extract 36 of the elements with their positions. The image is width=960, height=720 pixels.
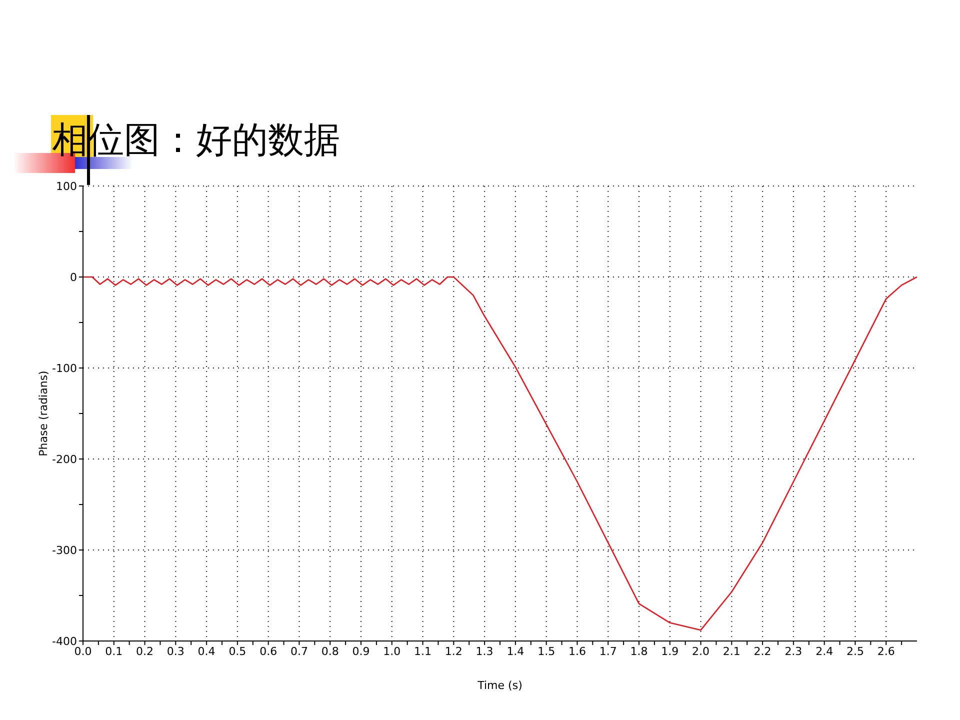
x-tick-label: 1.9 xyxy=(661,644,679,658)
x-tick-label: 1.8 xyxy=(630,644,648,658)
y-tick-label: -200 xyxy=(52,452,77,466)
x-tick-label: 1.0 xyxy=(383,644,401,658)
x-tick-label: 0.9 xyxy=(352,644,370,658)
x-axis-title: Time (s) xyxy=(476,679,522,692)
x-tick-label: 1.1 xyxy=(414,644,432,658)
x-tick-label: 2.6 xyxy=(877,644,895,658)
x-tick-label: 2.5 xyxy=(846,644,864,658)
x-tick-label: 2.1 xyxy=(722,644,740,658)
x-tick-label: 0.6 xyxy=(260,644,278,658)
x-tick-label: 2.2 xyxy=(754,644,772,658)
y-axis-title: Phase (radians) xyxy=(36,370,50,456)
x-tick-label: 2.3 xyxy=(784,644,802,658)
x-tick-label: 0.2 xyxy=(136,644,154,658)
x-tick-label: 0.5 xyxy=(228,644,246,658)
x-tick-label: 0.1 xyxy=(105,644,123,658)
x-tick-label: 1.6 xyxy=(568,644,586,658)
line-series xyxy=(83,276,917,631)
y-tick-label: 0 xyxy=(70,270,77,284)
x-tick-label: 0.4 xyxy=(198,644,216,658)
y-tick-label: -400 xyxy=(52,634,77,648)
y-tick-label: -300 xyxy=(52,544,77,557)
x-tick-label: 0.8 xyxy=(321,644,339,658)
x-tick-label: 1.3 xyxy=(476,644,494,658)
x-tick-label: 0.0 xyxy=(74,644,92,658)
x-tick-label: 0.3 xyxy=(166,644,184,658)
x-tick-label: 2.4 xyxy=(816,644,834,658)
x-tick-label: 1.2 xyxy=(444,644,462,658)
x-tick-label: 2.0 xyxy=(692,644,710,658)
x-tick-label: 1.7 xyxy=(599,644,617,658)
x-tick-label: 1.5 xyxy=(538,644,556,658)
x-tick-label: 0.7 xyxy=(290,644,308,658)
y-tick-label: -100 xyxy=(52,362,77,375)
y-tick-label: 100 xyxy=(56,180,77,193)
x-tick-label: 1.4 xyxy=(506,644,524,658)
